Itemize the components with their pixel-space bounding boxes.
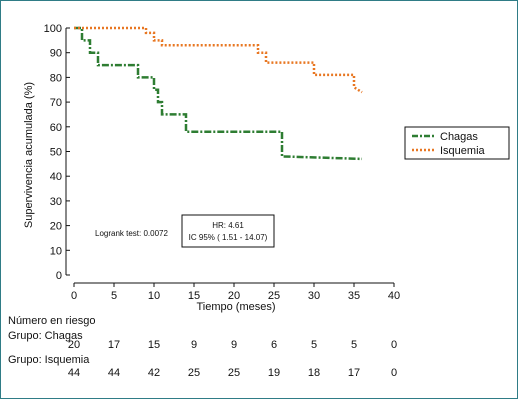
x-axis-label: Tiempo (meses): [196, 301, 275, 313]
series-line-chagas: [74, 28, 362, 159]
risk-cell: 44: [108, 367, 120, 379]
risk-cell: 0: [391, 339, 397, 351]
risk-row-chagas: 20 17 15 9 9 6 5 5 0: [68, 339, 397, 351]
logrank-annotation: Logrank test: 0.0072: [95, 229, 168, 238]
series-layer: [74, 28, 362, 159]
y-tick-label: 90: [50, 48, 62, 60]
x-tick-label: 5: [111, 290, 117, 302]
y-tick-label: 50: [50, 147, 62, 159]
plot-area: 0102030405060708090100 0510152025303540: [44, 23, 400, 302]
y-tick-label: 70: [50, 97, 62, 109]
risk-cell: 17: [108, 339, 120, 351]
y-axis-label: Supervivencia acumulada (%): [23, 82, 35, 228]
risk-row-isquemia: 44 44 42 25 25 19 18 17 0: [68, 367, 397, 379]
risk-cell: 9: [191, 339, 197, 351]
x-tick-label: 0: [71, 290, 77, 302]
risk-cell: 42: [148, 367, 160, 379]
risk-cell: 0: [391, 367, 397, 379]
risk-cell: 19: [268, 367, 280, 379]
risk-cell: 9: [231, 339, 237, 351]
x-tick-label: 35: [348, 290, 360, 302]
risk-cell: 6: [271, 339, 277, 351]
legend: Chagas Isquemia: [405, 127, 509, 159]
risk-cell: 44: [68, 367, 80, 379]
x-tick-label: 30: [308, 290, 320, 302]
risk-cell: 15: [148, 339, 160, 351]
risk-cell: 5: [311, 339, 317, 351]
y-tick-label: 10: [50, 245, 62, 257]
risk-cell: 18: [308, 367, 320, 379]
x-tick-label: 40: [388, 290, 400, 302]
hr-box: HR: 4.61 IC 95% ( 1.51 - 14.07): [182, 215, 274, 247]
y-tick-label: 40: [50, 171, 62, 183]
risk-table: Número en riesgo Grupo: Chagas 201715996…: [8, 315, 397, 379]
hr-box-border: [182, 215, 274, 247]
risk-cell: 5: [351, 339, 357, 351]
hr-value: HR: 4.61: [212, 221, 244, 230]
y-tick-label: 80: [50, 72, 62, 84]
risk-cell: 25: [188, 367, 200, 379]
risk-table-title: Número en riesgo: [8, 315, 95, 327]
series-line-isquemia: [74, 28, 362, 92]
hr-ci: IC 95% ( 1.51 - 14.07): [189, 233, 268, 242]
y-tick-label: 60: [50, 122, 62, 134]
risk-cell: 25: [228, 367, 240, 379]
legend-label-chagas: Chagas: [440, 131, 478, 143]
risk-group-label-isquemia: Grupo: Isquemia: [8, 354, 90, 366]
risk-cell: 17: [348, 367, 360, 379]
y-tick-label: 20: [50, 221, 62, 233]
y-tick-label: 100: [44, 23, 62, 35]
legend-label-isquemia: Isquemia: [440, 145, 486, 157]
x-ticks: 0510152025303540: [71, 283, 400, 302]
x-tick-label: 10: [148, 290, 160, 302]
y-tick-label: 30: [50, 196, 62, 208]
risk-cell: 20: [68, 339, 80, 351]
y-tick-label: 0: [56, 270, 62, 282]
